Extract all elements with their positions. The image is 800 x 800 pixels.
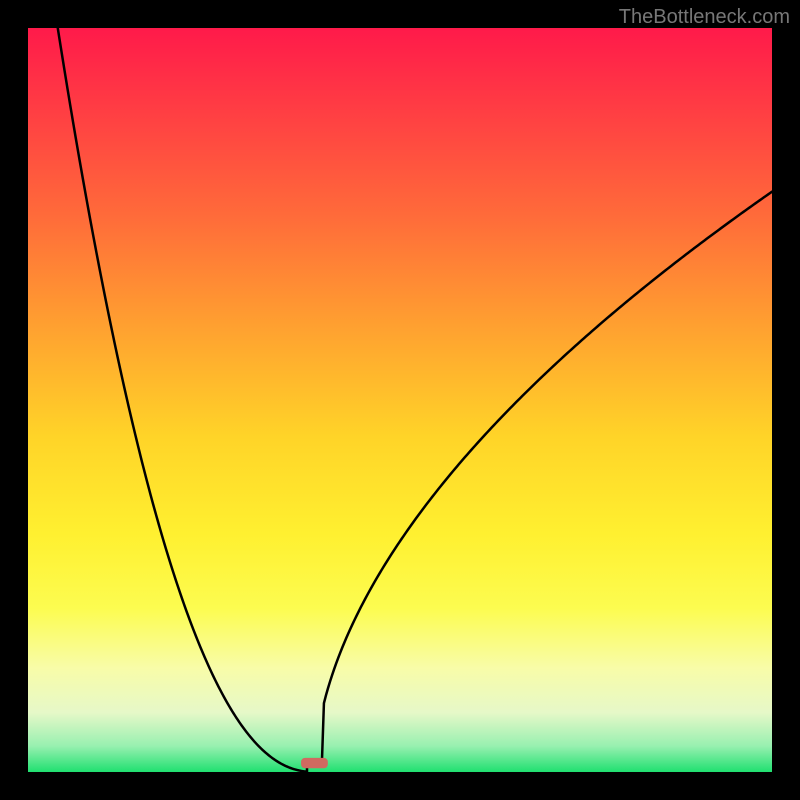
notch-marker: [301, 758, 328, 768]
bottleneck-chart: [0, 0, 800, 800]
chart-background: [28, 28, 772, 772]
watermark-text: TheBottleneck.com: [619, 6, 790, 29]
chart-container: TheBottleneck.com: [0, 0, 800, 800]
